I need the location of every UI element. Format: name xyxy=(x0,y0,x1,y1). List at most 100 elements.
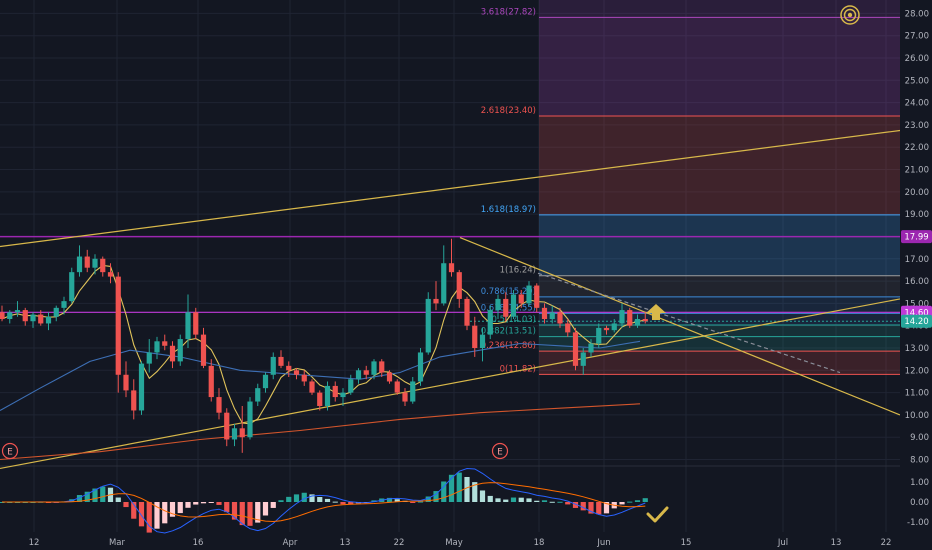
macd-histogram-bar xyxy=(619,502,625,505)
candle-body xyxy=(611,323,617,331)
macd-histogram-bar xyxy=(146,502,152,533)
candle-body xyxy=(76,256,83,273)
candle-body xyxy=(634,319,641,326)
candle-body xyxy=(45,316,52,324)
macd-histogram-bar xyxy=(588,502,594,514)
price-axis[interactable]: 8.009.0010.0011.0012.0013.0014.0015.0016… xyxy=(900,0,932,550)
candle-body xyxy=(464,298,470,326)
time-tick-label: 18 xyxy=(534,538,545,548)
candle-body xyxy=(340,392,346,398)
macd-histogram-bar xyxy=(425,496,431,502)
candle-body xyxy=(247,401,253,438)
trend-line xyxy=(0,298,901,470)
macd-histogram-bar xyxy=(76,495,83,502)
earnings-marker xyxy=(491,442,509,460)
candle-body xyxy=(92,258,98,268)
price-tick-label: 22.00 xyxy=(905,143,929,153)
candle-body xyxy=(572,332,579,366)
candle-body xyxy=(30,314,36,322)
macd-line xyxy=(2,467,646,534)
candle-body xyxy=(100,258,106,273)
candle-body xyxy=(115,276,121,375)
macd-histogram-bar xyxy=(441,481,447,502)
earnings-marker-label: E xyxy=(7,448,13,458)
candle-body xyxy=(0,312,5,319)
price-tick-label: 10.00 xyxy=(905,411,929,421)
macd-histogram-bar xyxy=(231,502,238,520)
macd-histogram-bar xyxy=(239,502,245,526)
macd-histogram-bar xyxy=(394,499,400,502)
fib-level-label: 1.618(18.97) xyxy=(481,205,536,215)
price-tick-label: 13.00 xyxy=(905,344,929,354)
macd-histogram-bar xyxy=(193,502,199,505)
price-tick-label: 16.00 xyxy=(905,277,929,287)
candle-body xyxy=(472,325,478,348)
macd-histogram-bar xyxy=(309,494,315,502)
price-tick-label: 19.00 xyxy=(905,210,929,220)
macd-histogram-bar xyxy=(340,502,346,505)
macd-histogram-bar xyxy=(549,501,555,503)
target-icon-dot xyxy=(847,12,853,18)
macd-histogram-bar xyxy=(177,502,183,514)
fib-zone xyxy=(539,351,900,375)
macd-histogram-bar xyxy=(634,500,641,502)
macd-histogram-bar xyxy=(208,502,214,503)
macd-histogram-bar xyxy=(169,502,176,517)
candle-body xyxy=(61,301,67,308)
macd-histogram-bar xyxy=(286,496,292,502)
macd-histogram-bar xyxy=(84,491,90,502)
macd-tick-label: 1.00 xyxy=(910,478,929,488)
candle-body xyxy=(138,363,145,411)
candle-body xyxy=(394,381,400,393)
macd-histogram-bar xyxy=(138,502,145,527)
candle-body xyxy=(433,298,439,304)
fib-level-label: 0.5(14.03) xyxy=(492,315,536,325)
macd-histogram-bar xyxy=(472,482,478,502)
price-tick-label: 28.00 xyxy=(905,9,929,19)
candle-body xyxy=(107,272,114,277)
macd-histogram-bar xyxy=(456,472,462,502)
horizontal-levels xyxy=(0,235,900,322)
macd-histogram-bar xyxy=(541,500,548,502)
candle-body xyxy=(193,312,199,335)
candle-body xyxy=(239,428,245,438)
candle-body xyxy=(14,310,21,313)
macd-histogram-bar xyxy=(503,499,509,502)
time-axis[interactable]: 12 Mar 16 Apr 13 22 May 18 Jun 15 Jul 13 22 xyxy=(29,538,892,548)
fib-zone xyxy=(539,214,900,276)
macd-histogram-bar xyxy=(301,492,307,502)
macd-histogram-bar xyxy=(278,500,284,502)
macd-histogram-bar xyxy=(580,502,586,511)
price-tick-label: 26.00 xyxy=(905,54,929,64)
checkmark-icon xyxy=(646,506,669,523)
candle-body xyxy=(417,352,424,382)
candle-body xyxy=(379,361,385,373)
candle-body xyxy=(185,312,191,340)
macd-histogram-bar xyxy=(417,501,424,503)
candle-body xyxy=(386,372,393,382)
macd-histogram-bar xyxy=(526,498,532,502)
macd-histogram-bar xyxy=(596,502,602,515)
candle-body xyxy=(216,397,222,413)
macd-histogram-bar xyxy=(200,502,207,504)
price-tick-label: 25.00 xyxy=(905,76,929,86)
target-icon xyxy=(840,5,860,25)
macd-histogram-bar xyxy=(293,494,300,502)
candle-body xyxy=(479,334,486,348)
fib-zone xyxy=(539,325,900,337)
macd-histogram-bar xyxy=(557,501,563,503)
candle-body xyxy=(162,341,168,346)
macd-histogram-bar xyxy=(386,497,393,502)
macd-histogram-bar xyxy=(627,501,633,503)
candle-body xyxy=(588,343,594,353)
candle-body xyxy=(200,334,207,366)
fib-level-label: 2.618(23.40) xyxy=(481,106,536,116)
macd-tick-label: -1.00 xyxy=(907,518,929,528)
candle-body xyxy=(262,374,269,389)
fib-level-label: 0.382(13.51) xyxy=(481,327,536,337)
fib-zone xyxy=(539,296,900,314)
fib-zone xyxy=(539,116,900,215)
time-tick-label: Jun xyxy=(596,538,610,548)
